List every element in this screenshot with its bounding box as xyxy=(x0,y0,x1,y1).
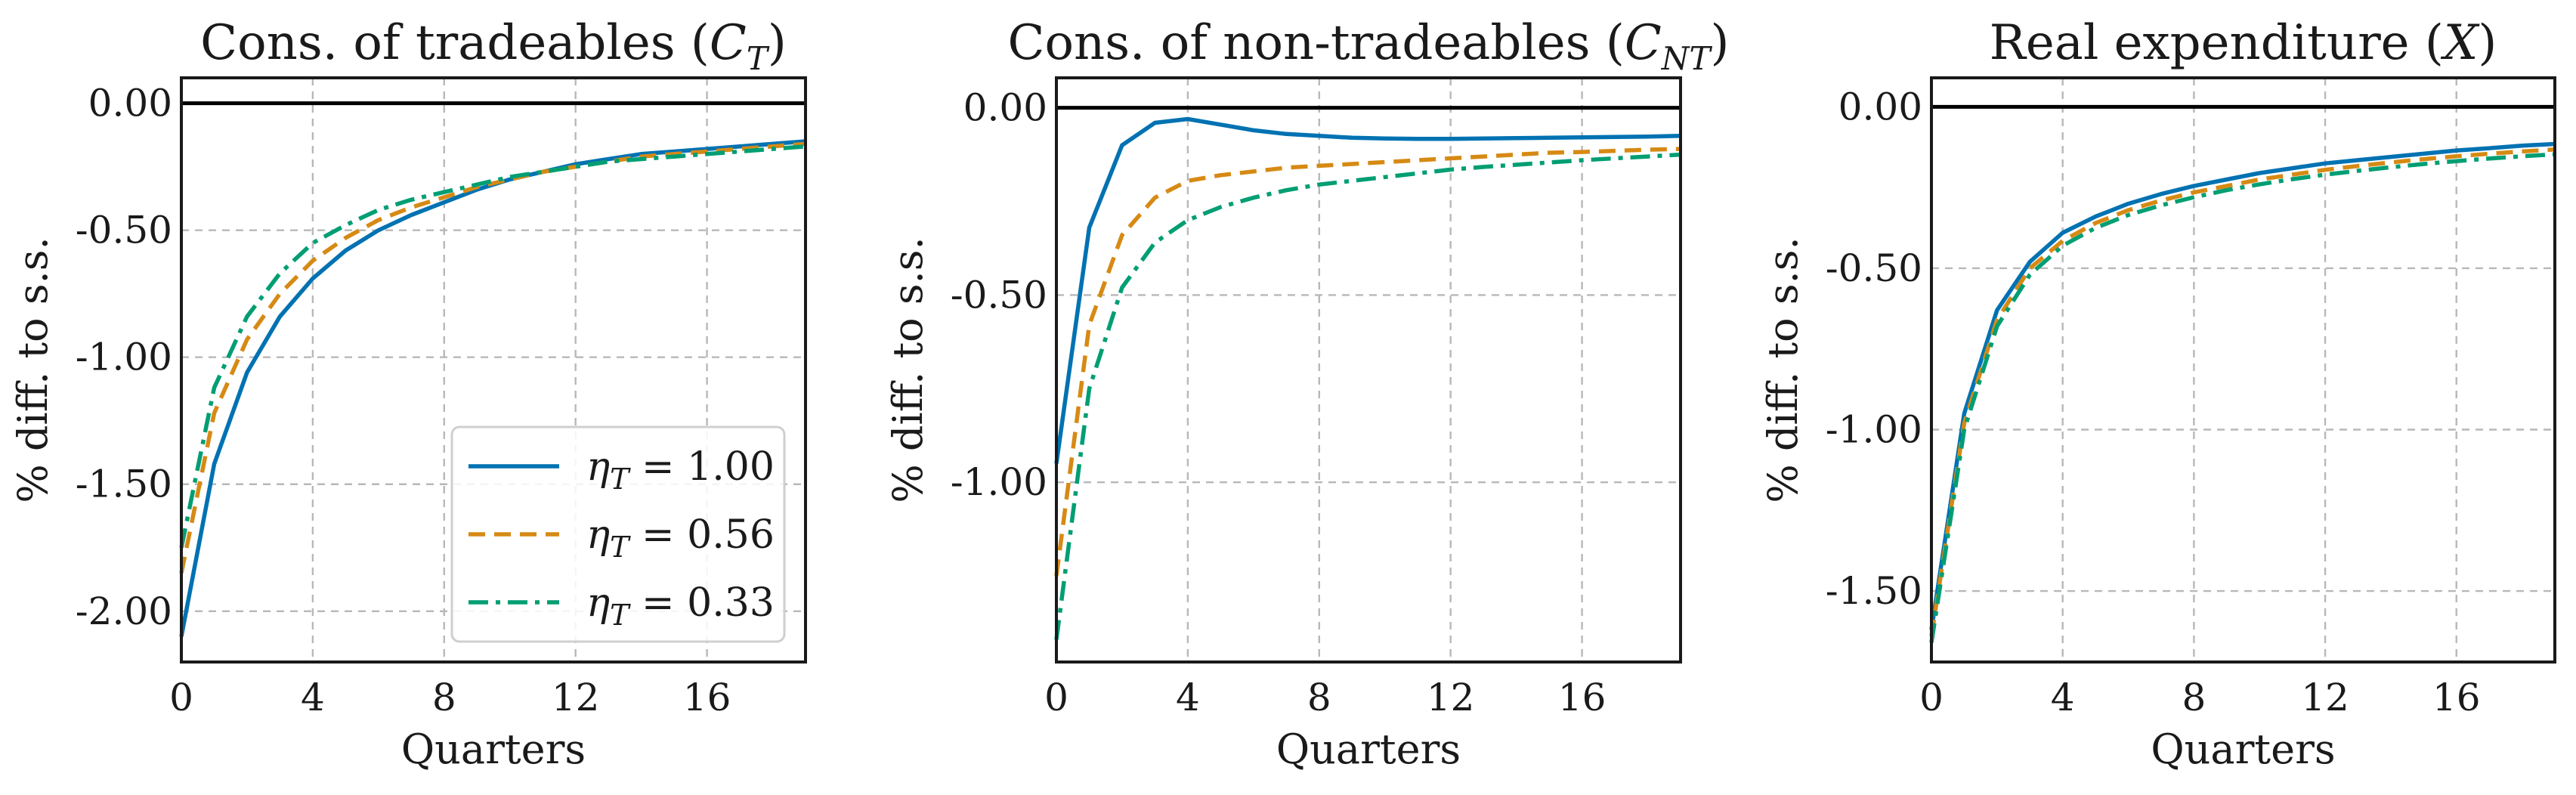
chart-title-close: ) xyxy=(2478,15,2497,71)
series-line-1 xyxy=(1054,116,1681,464)
y-axis-label: % diff. to s.s. xyxy=(884,237,932,503)
series-line-3 xyxy=(1054,152,1681,640)
x-tick-label: 12 xyxy=(1427,676,1475,719)
chart-title-symbol: X xyxy=(2440,15,2480,71)
y-tick-label: -0.50 xyxy=(1826,246,1922,290)
x-tick-label: 8 xyxy=(2182,676,2206,719)
chart-title-text: Cons. of non-tradeables ( xyxy=(1007,15,1624,71)
legend-symbol: η xyxy=(586,580,610,626)
chart-title-symbol: C xyxy=(710,15,747,71)
series-line-2 xyxy=(1054,147,1681,577)
legend-label-3: ηT = 0.33 xyxy=(586,580,775,632)
chart-title-close: ) xyxy=(768,15,787,71)
legend-subscript: T xyxy=(610,462,631,496)
x-axis-label: Quarters xyxy=(401,725,586,773)
chart-title: Cons. of non-tradeables (CNT) xyxy=(1007,15,1729,77)
y-tick-label: 0.00 xyxy=(963,86,1047,130)
legend-subscript: T xyxy=(610,599,631,632)
chart-title-subscript: NT xyxy=(1661,40,1713,77)
x-tick-label: 16 xyxy=(1558,676,1607,719)
chart-panel-2: 0 4 8 12 16 0.00 -0.50 -1.00 Quarters % diff. to … xyxy=(884,15,1730,773)
legend-value: = 1.00 xyxy=(629,444,775,490)
x-tick-label: 16 xyxy=(2432,676,2481,719)
x-tick-label: 0 xyxy=(1044,676,1068,719)
y-axis-label: % diff. to s.s. xyxy=(1759,237,1807,503)
legend-label-2: ηT = 0.56 xyxy=(586,512,775,564)
legend-symbol: η xyxy=(586,444,610,490)
chart-panel-1: 0 4 8 12 16 0.00 -0.50 -1.00 -1.50 -2.00 Quarters%… xyxy=(9,15,807,773)
chart-title-text: Cons. of tradeables ( xyxy=(200,15,710,71)
legend-box xyxy=(450,425,786,643)
y-axis-label: % diff. to s.s. xyxy=(9,237,57,503)
chart-title: Real expenditure (X) xyxy=(1990,15,2497,71)
x-axis-label: Quarters xyxy=(1276,725,1461,773)
y-tick-label: 0.00 xyxy=(1838,85,1922,128)
x-tick-label: 8 xyxy=(1307,676,1331,719)
x-tick-label: 4 xyxy=(2051,676,2075,719)
chart-title: Cons. of tradeables (CT) xyxy=(200,15,787,77)
legend-symbol: η xyxy=(586,512,610,558)
x-tick-label: 0 xyxy=(1919,676,1944,719)
y-tick-label: -1.00 xyxy=(951,460,1047,504)
chart-title-subscript: T xyxy=(747,40,770,77)
series-line-2 xyxy=(1929,147,2556,637)
x-tick-label: 4 xyxy=(301,676,325,719)
y-tick-label: -0.50 xyxy=(951,273,1047,317)
legend-subscript: T xyxy=(610,531,631,564)
y-tick-label: -1.50 xyxy=(1826,569,1922,613)
x-tick-label: 4 xyxy=(1176,676,1200,719)
chart-title-text: Real expenditure ( xyxy=(1990,15,2444,71)
y-tick-label: -2.00 xyxy=(76,589,172,633)
x-tick-label: 12 xyxy=(552,676,600,719)
chart-panel-3: 0 4 8 12 16 0.00 -0.50 -1.00 -1.50 Quarters % diff… xyxy=(1759,15,2556,773)
x-axis-label: Quarters xyxy=(2151,725,2335,773)
y-tick-label: -0.50 xyxy=(76,209,172,252)
chart-title-symbol: C xyxy=(1625,15,1662,71)
plot-frame xyxy=(1930,76,2556,664)
x-tick-label: 16 xyxy=(683,676,731,719)
y-tick-label: -1.00 xyxy=(76,336,172,379)
legend-value: = 0.33 xyxy=(629,580,775,626)
series-line-3 xyxy=(1929,152,2556,643)
x-tick-label: 12 xyxy=(2301,676,2349,719)
y-tick-label: -1.00 xyxy=(1826,408,1922,452)
x-tick-label: 0 xyxy=(169,676,193,719)
plot-frame xyxy=(180,76,807,664)
series-line-3 xyxy=(179,144,806,549)
series-line-1 xyxy=(1929,141,2556,630)
legend-label-1: ηT = 1.00 xyxy=(586,444,775,496)
series-line-2 xyxy=(179,141,806,574)
legend-value: = 0.56 xyxy=(629,512,775,558)
y-tick-label: 0.00 xyxy=(88,82,172,125)
plot-frame xyxy=(1055,76,1682,664)
y-tick-label: -1.50 xyxy=(76,462,172,506)
chart-title-close: ) xyxy=(1711,15,1730,71)
x-tick-label: 8 xyxy=(432,676,456,719)
